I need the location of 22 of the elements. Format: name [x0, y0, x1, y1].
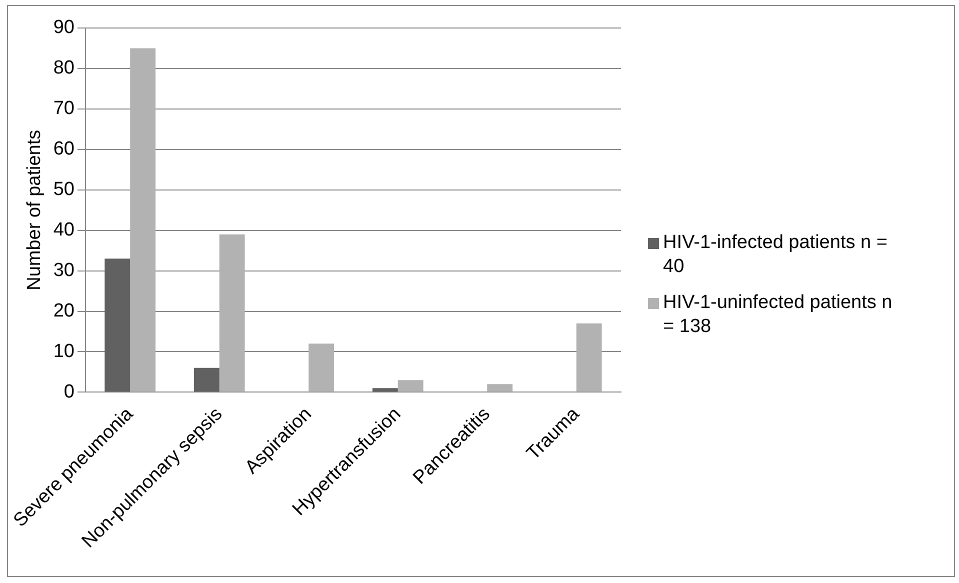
y-tick-label: 90 — [53, 17, 74, 38]
y-tick-label: 80 — [53, 58, 74, 79]
y-tick-label: 10 — [53, 340, 74, 362]
y-tick-label: 60 — [53, 138, 74, 160]
bar — [576, 323, 602, 392]
y-tick-label: 20 — [53, 300, 74, 322]
bar — [398, 380, 424, 392]
legend-label: HIV-1-infected patients n = 40 — [663, 231, 888, 279]
bar — [219, 234, 245, 392]
bar — [130, 48, 156, 392]
bar — [372, 388, 398, 392]
y-tick-label: 30 — [53, 260, 74, 282]
y-tick-label: 0 — [64, 381, 74, 402]
bar — [308, 344, 334, 392]
y-tick-label: 70 — [53, 98, 74, 120]
bar — [194, 368, 220, 392]
y-axis-title: Number of patients — [24, 130, 46, 290]
y-tick-label: 50 — [53, 179, 74, 200]
legend-label: HIV-1-uninfected patients n = 138 — [663, 291, 894, 339]
bar — [104, 258, 130, 392]
bar — [487, 384, 513, 392]
y-tick-label: 40 — [53, 220, 74, 241]
